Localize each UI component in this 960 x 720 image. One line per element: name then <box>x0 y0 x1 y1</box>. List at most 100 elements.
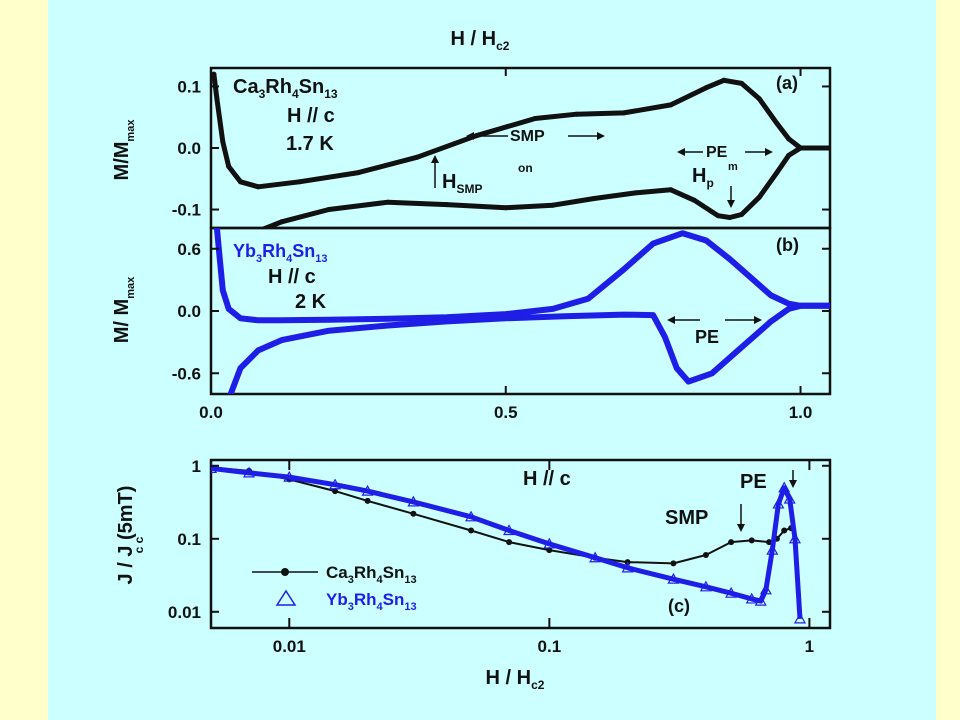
panel-c-ca-point <box>410 510 417 517</box>
y-tick-label: -0.1 <box>172 201 201 220</box>
panel-b-point <box>798 303 803 309</box>
panel-b-point <box>238 315 243 321</box>
panel-b-point <box>503 315 509 321</box>
panel-c-ca-point <box>781 527 788 534</box>
panel-a-point <box>550 202 556 208</box>
smp-arrowhead-right <box>597 132 605 140</box>
panel-a-point <box>633 190 638 196</box>
panel-a-point <box>739 212 745 217</box>
panel-b-point <box>226 306 232 312</box>
panel-c-yb-point <box>242 466 256 478</box>
panel-a-ylabel: M/Mmax <box>111 119 137 181</box>
panel-b-field: H // c <box>268 266 316 288</box>
legend-ca-marker <box>281 568 289 576</box>
panel-a-point <box>296 179 302 185</box>
panel-a-point <box>503 205 509 211</box>
panel-b-point <box>750 277 756 283</box>
x-tick-label: 0.5 <box>494 403 518 422</box>
top-axis-title: H / Hc2 <box>451 28 510 53</box>
panel-c-yb-point <box>283 470 296 482</box>
legend-yb-marker <box>275 589 297 606</box>
panel-b-ylabel: M/ Mmax <box>111 276 137 343</box>
panel-c-ca-point <box>468 527 475 534</box>
panel-a-smp-label: SMP <box>510 128 545 145</box>
panel-c-yb-point <box>699 580 712 592</box>
pe-arrowhead-right-a <box>765 148 773 156</box>
panel-b-pe-label: PE <box>695 327 719 347</box>
legend-ca-label: Ca3Rh4Sn13 <box>326 563 417 586</box>
panel-c-ca-point <box>546 547 553 554</box>
panel-a-point <box>774 120 780 126</box>
panel-c-ca-point <box>670 560 677 567</box>
hsmp-arrowhead <box>431 155 439 163</box>
panel-a-compound: Ca3Rh4Sn13 <box>233 76 338 101</box>
panel-c-yb-point <box>725 586 738 598</box>
y-tick-label: 0.01 <box>168 603 201 622</box>
panel-b-point <box>444 318 450 324</box>
panel-a-point <box>691 197 697 203</box>
bottom-axis-title: H / Hc2 <box>486 667 545 692</box>
panel-c-ylabel-subscripts: c c <box>132 536 146 553</box>
panel-a-point <box>721 77 727 83</box>
x-tick-label: 1 <box>805 637 814 656</box>
panel-a-point <box>703 85 709 91</box>
panel-b-point <box>786 306 792 312</box>
hsmp-label: HSMP <box>442 171 482 196</box>
pe-arrowhead-left-a <box>677 148 685 156</box>
y-tick-label: 0.6 <box>177 240 201 259</box>
panel-c-yb-point <box>754 594 767 606</box>
panel-a-point <box>786 136 792 142</box>
panel-c-ylabel: J / J (5mT) <box>115 486 137 585</box>
panel-b-point <box>686 379 691 385</box>
hp-superscript: m <box>728 161 738 173</box>
panel-c-yb-point <box>407 495 420 507</box>
panel-b-increasing-field-curve <box>227 302 830 394</box>
panel-a-pe-label: PE <box>706 144 728 161</box>
panel-a-point <box>326 207 332 212</box>
y-tick-label: 0.1 <box>177 77 201 96</box>
panel-b-point <box>550 306 556 312</box>
panel-c-yb-point <box>621 561 634 573</box>
panel-c-yb-point <box>788 532 801 544</box>
y-tick-label: 0.1 <box>177 530 201 549</box>
legend-yb-label: Yb3Rh4Sn13 <box>326 590 417 613</box>
panel-b-label: (b) <box>776 235 799 255</box>
panel-a-series <box>211 71 830 228</box>
panel-b-point <box>226 397 231 402</box>
panel-b-point <box>326 317 332 323</box>
panel-b-point <box>650 241 656 247</box>
panel-a-point <box>668 187 674 193</box>
panel-b-point <box>562 313 568 319</box>
panel-c-ca-point <box>506 539 513 546</box>
panel-a-point <box>756 194 762 200</box>
y-tick-label: 0.0 <box>177 302 201 321</box>
panel-b-point <box>279 317 285 323</box>
hp-label: Hp <box>692 165 714 190</box>
x-tick-label: 0.1 <box>538 637 562 656</box>
panel-b-point <box>662 334 668 340</box>
panel-c-yb-point <box>745 592 758 604</box>
x-tick-label: 0.0 <box>199 403 223 422</box>
panel-c-ca-point <box>364 497 371 504</box>
panel-a-point <box>226 164 232 169</box>
panel-a-point <box>211 71 217 77</box>
panel-a-point <box>668 102 674 108</box>
panel-b-point <box>768 292 774 298</box>
panel-c-series <box>211 462 807 624</box>
panel-a-field: H // c <box>287 105 335 127</box>
panel-c-yb-point <box>329 478 342 490</box>
panel-c-yb-point <box>772 497 785 509</box>
panel-b-compound: Yb3Rh4Sn13 <box>233 241 328 265</box>
panel-a-point <box>385 199 391 205</box>
panel-c-yb-point <box>759 583 772 595</box>
panel-a-point <box>591 196 597 201</box>
panel-a-point <box>715 213 721 219</box>
panel-a-point <box>621 110 627 116</box>
y-tick-label: 0.0 <box>177 139 201 158</box>
panel-a-point <box>756 96 762 102</box>
panel-c-label: (c) <box>668 596 690 616</box>
panel-b-point <box>650 312 656 318</box>
panel-b-point <box>786 301 792 307</box>
panel-c-yb-point <box>361 484 374 496</box>
panel-c-yb-point <box>211 462 218 474</box>
